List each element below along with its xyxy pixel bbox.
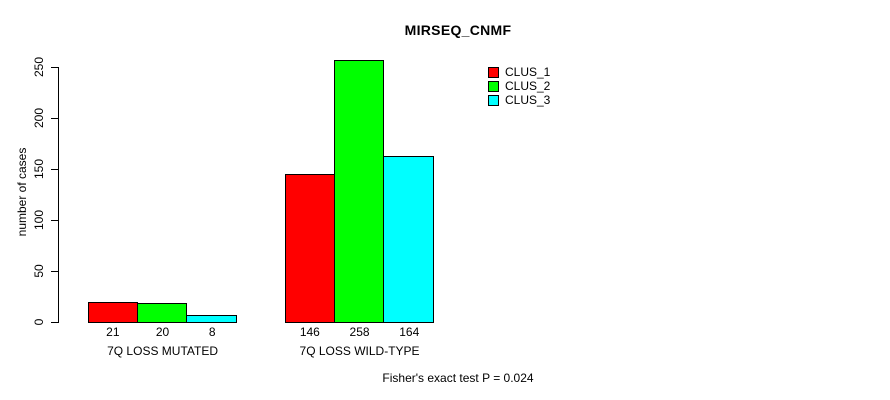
y-tick-mark — [51, 322, 58, 323]
bar-value-label: 21 — [106, 325, 120, 339]
y-axis-line — [58, 67, 59, 323]
y-tick-mark — [51, 118, 58, 119]
bar-clus_1 — [88, 302, 138, 323]
y-tick-label: 100 — [32, 210, 46, 231]
legend-item-clus_1: CLUS_1 — [488, 65, 550, 79]
bar-clus_3 — [383, 156, 434, 323]
legend-label: CLUS_1 — [505, 65, 551, 79]
legend-label: CLUS_3 — [505, 93, 551, 107]
bar-clus_3 — [186, 315, 237, 323]
category-label: 7Q LOSS WILD-TYPE — [299, 344, 420, 358]
y-tick-mark — [51, 169, 58, 170]
y-tick-mark — [51, 271, 58, 272]
legend-swatch-icon — [488, 80, 499, 92]
y-tick-mark — [51, 67, 58, 68]
bar-value-label: 258 — [349, 325, 370, 339]
y-tick-label: 150 — [32, 159, 46, 180]
y-tick-mark — [51, 220, 58, 221]
legend-item-clus_3: CLUS_3 — [488, 93, 550, 107]
bar-value-label: 8 — [208, 325, 216, 339]
bar-clus_2 — [137, 303, 187, 323]
legend-swatch-icon — [488, 94, 499, 106]
bar-clus_1 — [285, 174, 335, 323]
y-axis-label: number of cases — [15, 147, 29, 237]
y-tick-label: 0 — [32, 318, 46, 326]
bar-value-label: 164 — [399, 325, 420, 339]
legend-label: CLUS_2 — [505, 79, 551, 93]
y-tick-label: 200 — [32, 108, 46, 129]
footnote: Fisher's exact test P = 0.024 — [382, 371, 534, 385]
legend: CLUS_1 CLUS_2 CLUS_3 — [488, 65, 550, 107]
y-tick-label: 50 — [32, 264, 46, 278]
bar-value-label: 20 — [155, 325, 170, 339]
chart-title: MIRSEQ_CNMF — [404, 22, 512, 38]
category-label: 7Q LOSS MUTATED — [107, 344, 218, 358]
legend-swatch-icon — [488, 66, 499, 78]
bar-value-label: 146 — [299, 325, 320, 339]
bar-clus_2 — [334, 60, 384, 323]
legend-item-clus_2: CLUS_2 — [488, 79, 550, 93]
y-tick-label: 250 — [32, 57, 46, 78]
